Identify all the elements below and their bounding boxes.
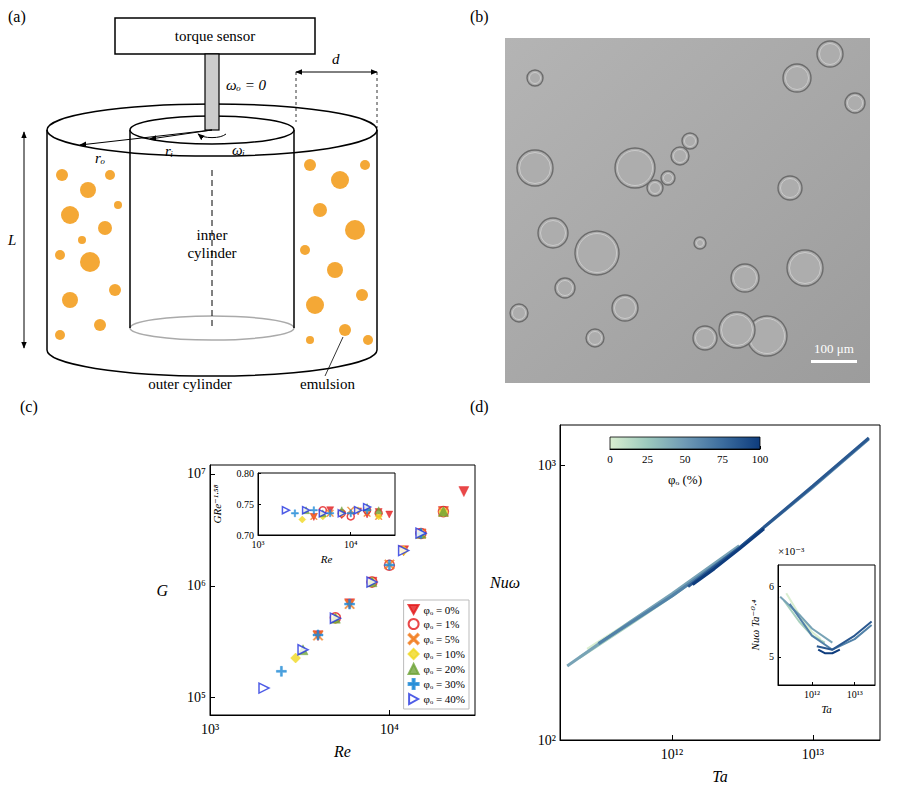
- svg-text:φₒ = 40%: φₒ = 40%: [424, 693, 465, 705]
- svg-text:(c): (c): [20, 398, 38, 416]
- svg-text:Ta: Ta: [821, 703, 832, 715]
- svg-text:10²: 10²: [538, 733, 556, 748]
- svg-text:5: 5: [769, 651, 774, 662]
- svg-text:φₒ = 0%: φₒ = 0%: [424, 604, 460, 616]
- svg-text:inner: inner: [197, 227, 228, 243]
- svg-text:(b): (b): [470, 8, 489, 26]
- svg-text:75: 75: [717, 453, 729, 465]
- svg-text:(d): (d): [470, 398, 489, 416]
- svg-text:10¹²: 10¹²: [661, 747, 683, 762]
- svg-text:φₒ = 1%: φₒ = 1%: [424, 618, 460, 630]
- svg-text:10⁴: 10⁴: [380, 722, 399, 737]
- svg-text:0.75: 0.75: [237, 499, 255, 510]
- svg-text:φₒ = 10%: φₒ = 10%: [424, 648, 465, 660]
- svg-text:10⁷: 10⁷: [187, 466, 206, 481]
- svg-text:0.70: 0.70: [236, 529, 254, 541]
- svg-text:100 μm: 100 μm: [814, 341, 854, 356]
- svg-text:L: L: [7, 232, 16, 248]
- svg-text:10³: 10³: [252, 539, 265, 550]
- svg-text:(a): (a): [8, 8, 26, 26]
- svg-text:ωₒ = 0: ωₒ = 0: [226, 77, 266, 93]
- svg-text:ωᵢ: ωᵢ: [232, 142, 245, 158]
- svg-text:10¹³: 10¹³: [847, 689, 863, 700]
- svg-text:6: 6: [769, 581, 774, 592]
- svg-text:Ta: Ta: [712, 768, 727, 785]
- svg-text:Nuω: Nuω: [489, 574, 520, 591]
- svg-text:Nuω Ta⁻⁰·⁴: Nuω Ta⁻⁰·⁴: [749, 599, 761, 651]
- svg-text:rₒ: rₒ: [95, 150, 105, 166]
- svg-text:φₒ = 20%: φₒ = 20%: [424, 663, 465, 675]
- svg-text:10¹²: 10¹²: [804, 689, 820, 700]
- svg-text:50: 50: [680, 453, 692, 465]
- svg-text:0: 0: [607, 453, 613, 465]
- svg-text:φₒ = 30%: φₒ = 30%: [424, 678, 465, 690]
- svg-text:GRe⁻¹·⁵⁸: GRe⁻¹·⁵⁸: [211, 484, 223, 523]
- svg-text:10³: 10³: [538, 458, 556, 473]
- svg-text:torque sensor: torque sensor: [175, 28, 255, 44]
- svg-text:×10⁻³: ×10⁻³: [778, 545, 805, 557]
- svg-text:10⁶: 10⁶: [187, 578, 206, 593]
- svg-text:φₒ (%): φₒ (%): [668, 472, 702, 487]
- svg-text:10⁵: 10⁵: [187, 690, 206, 705]
- svg-text:10⁴: 10⁴: [344, 539, 358, 550]
- svg-text:φₒ = 5%: φₒ = 5%: [424, 633, 460, 645]
- svg-text:0.80: 0.80: [237, 468, 255, 479]
- svg-text:rᵢ: rᵢ: [165, 143, 173, 159]
- svg-text:cylinder: cylinder: [187, 245, 236, 261]
- svg-text:10³: 10³: [201, 722, 219, 737]
- svg-text:outer cylinder: outer cylinder: [148, 376, 232, 392]
- svg-text:100: 100: [752, 453, 769, 465]
- svg-text:d: d: [332, 51, 340, 67]
- svg-text:10¹³: 10¹³: [802, 747, 824, 762]
- svg-text:G: G: [156, 582, 168, 599]
- svg-text:25: 25: [642, 453, 654, 465]
- svg-text:emulsion: emulsion: [300, 376, 355, 392]
- svg-text:Re: Re: [333, 743, 351, 760]
- svg-text:Re: Re: [320, 553, 333, 565]
